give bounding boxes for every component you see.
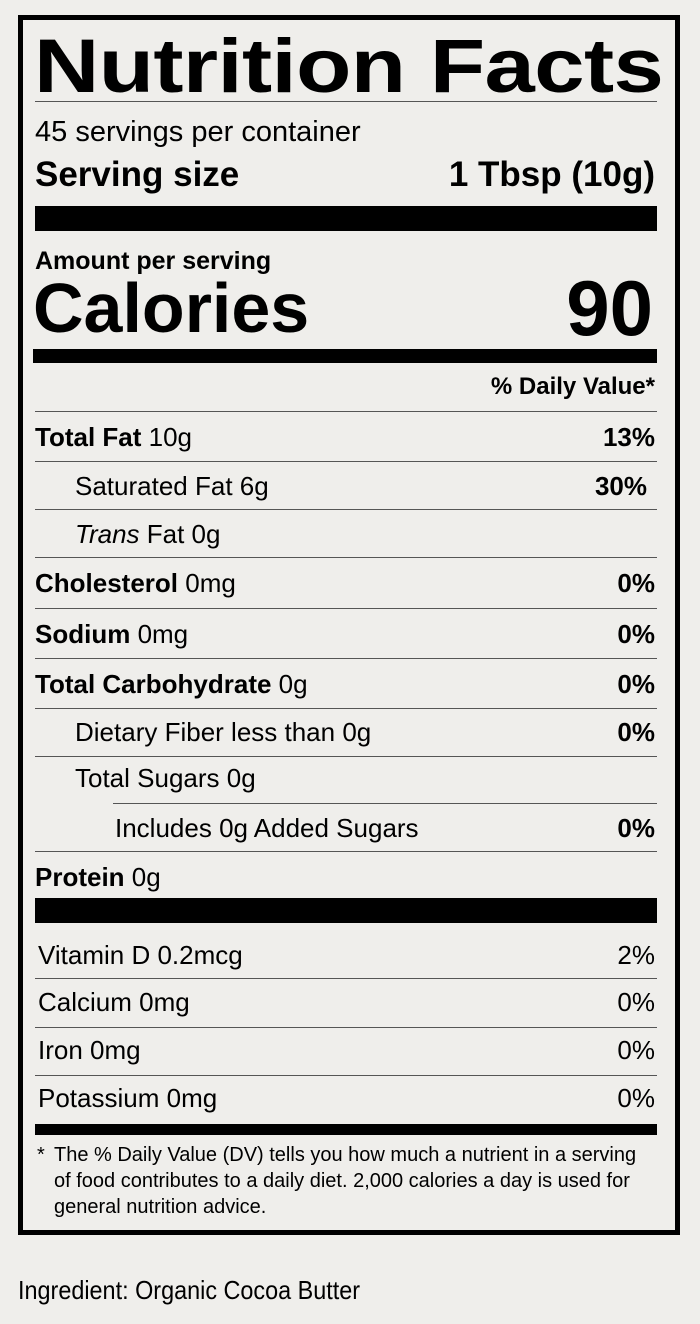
divider xyxy=(113,803,657,804)
servings-per-container: 45 servings per container xyxy=(35,116,361,148)
amount-per-serving: Amount per serving xyxy=(35,247,272,275)
divider xyxy=(35,978,657,979)
divider xyxy=(35,411,657,412)
nutrient-row-added-sugars: Includes 0g Added Sugars 0% xyxy=(115,813,655,843)
nutrient-row-total-sugars: Total Sugars 0g xyxy=(75,763,256,793)
serving-size-value: 1 Tbsp (10g) xyxy=(448,155,655,194)
thick-divider xyxy=(35,1124,657,1135)
vitamin-row-calcium: Calcium 0mg 0% xyxy=(38,987,655,1017)
divider xyxy=(35,756,657,757)
vitamin-row-potassium: Potassium 0mg 0% xyxy=(38,1083,655,1113)
nutrient-row-sodium: Sodium 0mg 0% xyxy=(35,619,655,649)
vitamin-row-iron: Iron 0mg 0% xyxy=(38,1035,655,1065)
serving-size-row: Serving size 1 Tbsp (10g) xyxy=(35,154,655,196)
ingredient-list: Ingredient: Organic Cocoa Butter xyxy=(18,1275,361,1305)
calories-label: Calories xyxy=(33,269,310,347)
calories-row: Calories 90 xyxy=(33,268,653,348)
thick-divider xyxy=(33,349,657,363)
footnote: * The % Daily Value (DV) tells you how m… xyxy=(37,1144,637,1218)
serving-size-label: Serving size xyxy=(35,155,240,194)
divider xyxy=(35,1027,657,1028)
nutrient-row-total-carbohydrate: Total Carbohydrate 0g 0% xyxy=(35,669,655,699)
vitamin-row-vitamin-d: Vitamin D 0.2mcg 2% xyxy=(38,940,655,970)
nutrient-row-total-fat: Total Fat 10g 13% xyxy=(35,422,655,452)
label-title: Nutrition Facts xyxy=(34,24,664,109)
nutrient-row-cholesterol: Cholesterol 0mg 0% xyxy=(35,568,655,598)
nutrient-row-protein: Protein 0g xyxy=(35,862,161,892)
thick-divider xyxy=(35,898,657,923)
divider xyxy=(35,658,657,659)
nutrition-facts-panel xyxy=(18,15,680,1235)
nutrient-row-saturated-fat: Saturated Fat 6g 30% xyxy=(75,471,647,501)
divider xyxy=(35,509,657,510)
nutrient-row-trans-fat: Trans Fat 0g xyxy=(75,519,221,549)
divider xyxy=(35,608,657,609)
divider xyxy=(35,101,657,102)
nutrient-row-dietary-fiber: Dietary Fiber less than 0g 0% xyxy=(75,717,655,747)
divider xyxy=(35,1075,657,1076)
daily-value-header: % Daily Value* xyxy=(490,373,655,400)
thick-divider xyxy=(35,206,657,231)
divider xyxy=(35,851,657,852)
divider xyxy=(35,461,657,462)
calories-value: 90 xyxy=(566,264,653,352)
divider xyxy=(35,557,657,558)
divider xyxy=(35,708,657,709)
